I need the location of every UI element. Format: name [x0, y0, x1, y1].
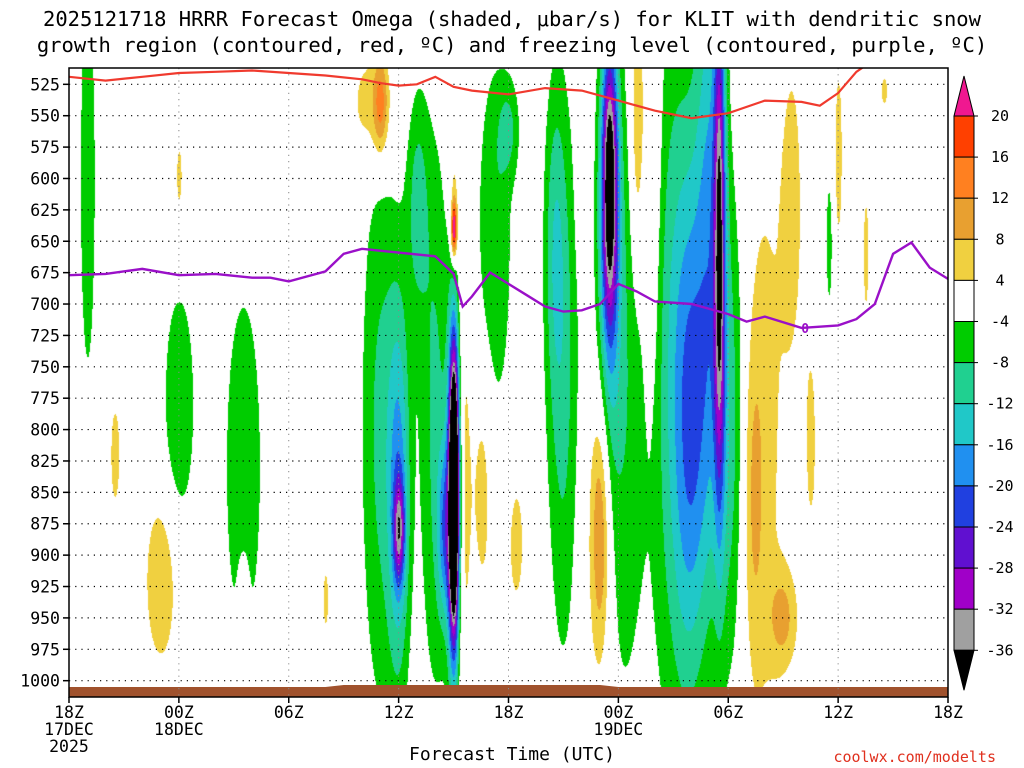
y-tick-label: 625 — [30, 201, 60, 220]
y-tick-label: 975 — [30, 640, 60, 659]
colorbar-swatch — [953, 197, 975, 240]
colorbar-swatch — [953, 362, 975, 405]
y-tick-label: 850 — [30, 483, 60, 502]
dendritic-growth-contour — [69, 68, 864, 120]
y-tick-label: 675 — [30, 264, 60, 283]
y-tick-label: 600 — [30, 169, 60, 188]
freezing-level-contour — [69, 240, 948, 330]
y-tick-label: 750 — [30, 358, 60, 377]
colorbar-legend: 20 16 12 8 4 -4 -8 -12 -16 -20 -24 -28 -32 -36 — [953, 75, 1014, 691]
colorbar-label: -32 — [986, 600, 1013, 618]
y-tick-label: 700 — [30, 295, 60, 314]
y-tick-label: 525 — [30, 75, 60, 94]
x-tick-label: 18Z — [54, 703, 84, 722]
colorbar-label: 16 — [991, 148, 1009, 166]
x-tick-label: 06Z — [274, 703, 304, 722]
colorbar-label: -20 — [986, 477, 1013, 495]
x-tick-label: 18Z — [494, 703, 524, 722]
colorbar-label: -24 — [986, 518, 1013, 536]
colorbar-swatch — [953, 403, 975, 446]
x-tick-label: 2025 — [49, 737, 89, 756]
x-tick-label: 17DEC — [44, 720, 94, 739]
colorbar-swatch — [953, 279, 975, 322]
freezing-level-label: 0 — [801, 322, 809, 337]
colorbar-label: -16 — [986, 436, 1013, 454]
x-tick-label: 12Z — [823, 703, 853, 722]
y-tick-label: 950 — [30, 609, 60, 628]
colorbar-label: -4 — [991, 313, 1009, 331]
x-tick-label: 06Z — [713, 703, 743, 722]
y-tick-label: 900 — [30, 546, 60, 565]
colorbar-label: 12 — [991, 189, 1009, 207]
colorbar-label: 4 — [995, 271, 1004, 289]
credit-text: coolwx.com/modelts — [833, 748, 996, 766]
omega-heatmap-field — [69, 68, 948, 697]
colorbar-label: 20 — [991, 107, 1009, 125]
y-tick-label: 800 — [30, 421, 60, 440]
colorbar-swatch — [953, 567, 975, 610]
colorbar-label: -36 — [986, 641, 1013, 659]
chart-title: 2025121718 HRRR Forecast Omega (shaded, … — [0, 6, 1024, 58]
colorbar-label: -8 — [991, 354, 1009, 372]
colorbar-label: -28 — [986, 559, 1013, 577]
colorbar-swatch — [953, 608, 975, 651]
colorbar-label: -12 — [986, 395, 1013, 413]
x-tick-label: 18DEC — [154, 720, 204, 739]
colorbar-top-arrow — [953, 75, 975, 117]
colorbar-swatch — [953, 238, 975, 281]
colorbar-label: 8 — [995, 230, 1004, 248]
title-line-1: 2025121718 HRRR Forecast Omega (shaded, … — [43, 7, 981, 31]
colorbar-bottom-arrow — [953, 649, 975, 691]
title-line-2: growth region (contoured, red, ºC) and f… — [36, 33, 988, 57]
x-tick-label: 00Z — [164, 703, 194, 722]
x-tick-label: 18Z — [933, 703, 963, 722]
x-tick-label: 00Z — [603, 703, 633, 722]
y-tick-label: 825 — [30, 452, 60, 471]
colorbar-swatch — [953, 444, 975, 487]
y-tick-label: 725 — [30, 326, 60, 345]
colorbar-swatch — [953, 321, 975, 364]
colorbar-swatch — [953, 526, 975, 569]
x-tick-label: 19DEC — [594, 720, 644, 739]
y-tick-label: 575 — [30, 138, 60, 157]
y-tick-label: 925 — [30, 578, 60, 597]
x-axis-title: Forecast Time (UTC) — [409, 744, 615, 765]
y-tick-label: 775 — [30, 389, 60, 408]
y-tick-label: 1000 — [20, 672, 60, 691]
y-tick-label: 550 — [30, 107, 60, 126]
y-tick-label: 650 — [30, 232, 60, 251]
y-tick-label: 875 — [30, 515, 60, 534]
colorbar-swatch — [953, 485, 975, 528]
colorbar-swatch — [953, 115, 975, 158]
colorbar-swatch — [953, 156, 975, 199]
x-tick-label: 12Z — [384, 703, 414, 722]
